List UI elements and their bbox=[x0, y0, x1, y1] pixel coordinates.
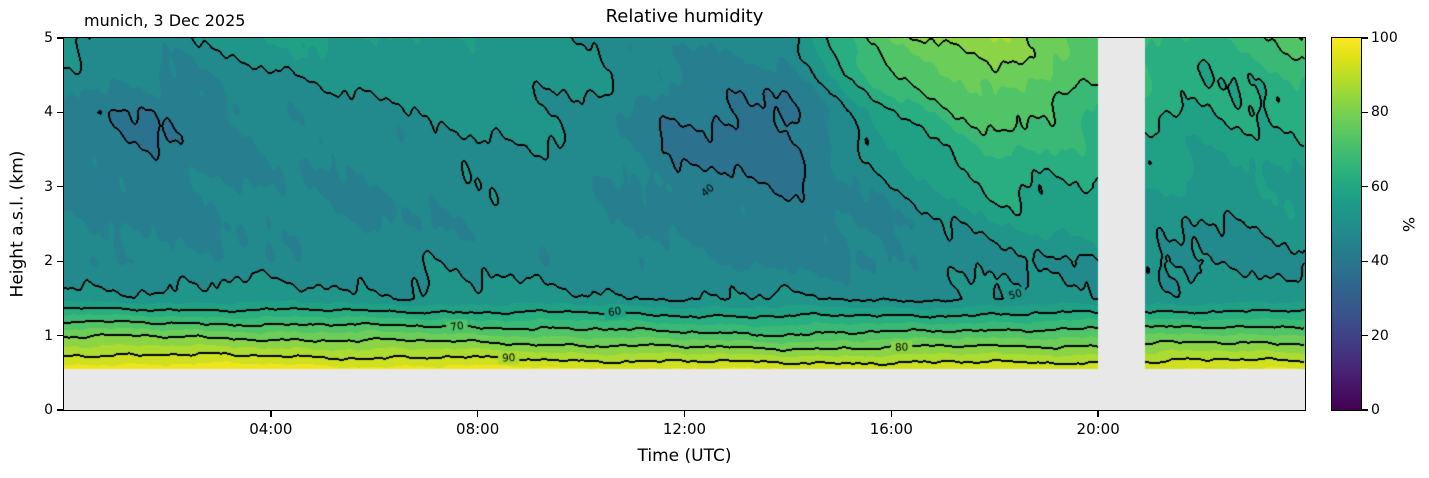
colorbar-tick-label: 40 bbox=[1371, 253, 1389, 270]
colorbar-label: % bbox=[1399, 216, 1419, 232]
y-axis-label-wrap: Height a.s.l. (km) bbox=[0, 38, 34, 410]
colorbar-label-wrap: % bbox=[1392, 38, 1426, 410]
colorbar-tick-label: 80 bbox=[1371, 104, 1389, 121]
colorbar-tick-label: 20 bbox=[1371, 327, 1389, 344]
colorbar-tick-mark bbox=[1362, 111, 1368, 114]
plot-area bbox=[63, 37, 1306, 411]
colorbar bbox=[1331, 37, 1362, 411]
y-tick-label: 4 bbox=[44, 104, 53, 121]
y-tick-mark bbox=[57, 260, 63, 262]
colorbar-canvas bbox=[1332, 38, 1361, 410]
colorbar-tick-mark bbox=[1362, 409, 1368, 411]
y-tick-label: 3 bbox=[44, 178, 53, 195]
x-tick-mark bbox=[683, 411, 686, 417]
colorbar-tick-mark bbox=[1362, 186, 1368, 188]
y-tick-label: 0 bbox=[44, 402, 53, 418]
colorbar-tick-mark bbox=[1362, 334, 1368, 337]
y-tick-label: 2 bbox=[44, 253, 53, 270]
colorbar-tick-label: 0 bbox=[1371, 402, 1380, 418]
x-tick-label: 08:00 bbox=[456, 420, 500, 438]
y-tick-mark bbox=[57, 111, 63, 114]
x-tick-mark bbox=[476, 411, 479, 417]
y-tick-label: 1 bbox=[44, 327, 53, 344]
chart-title: Relative humidity bbox=[605, 6, 764, 27]
colorbar-tick-mark bbox=[1362, 260, 1368, 262]
colorbar-tick-label: 60 bbox=[1371, 178, 1389, 195]
colorbar-tick-mark bbox=[1362, 37, 1368, 39]
x-tick-mark bbox=[270, 411, 272, 417]
y-tick-label: 5 bbox=[44, 30, 53, 46]
y-tick-mark bbox=[57, 334, 63, 337]
contour-canvas bbox=[64, 38, 1305, 410]
x-tick-mark bbox=[1097, 411, 1099, 417]
y-axis-label: Height a.s.l. (km) bbox=[7, 150, 28, 298]
station-date-annotation: munich, 3 Dec 2025 bbox=[84, 11, 246, 30]
y-tick-mark bbox=[57, 37, 63, 39]
y-tick-mark bbox=[57, 409, 63, 411]
y-tick-mark bbox=[57, 186, 63, 188]
colorbar-tick-label: 100 bbox=[1371, 30, 1398, 46]
x-tick-label: 16:00 bbox=[869, 420, 913, 438]
x-tick-label: 12:00 bbox=[662, 420, 707, 438]
x-axis-label: Time (UTC) bbox=[637, 446, 732, 466]
x-tick-label: 20:00 bbox=[1076, 420, 1120, 438]
x-tick-label: 04:00 bbox=[249, 420, 293, 438]
x-tick-mark bbox=[890, 411, 893, 417]
